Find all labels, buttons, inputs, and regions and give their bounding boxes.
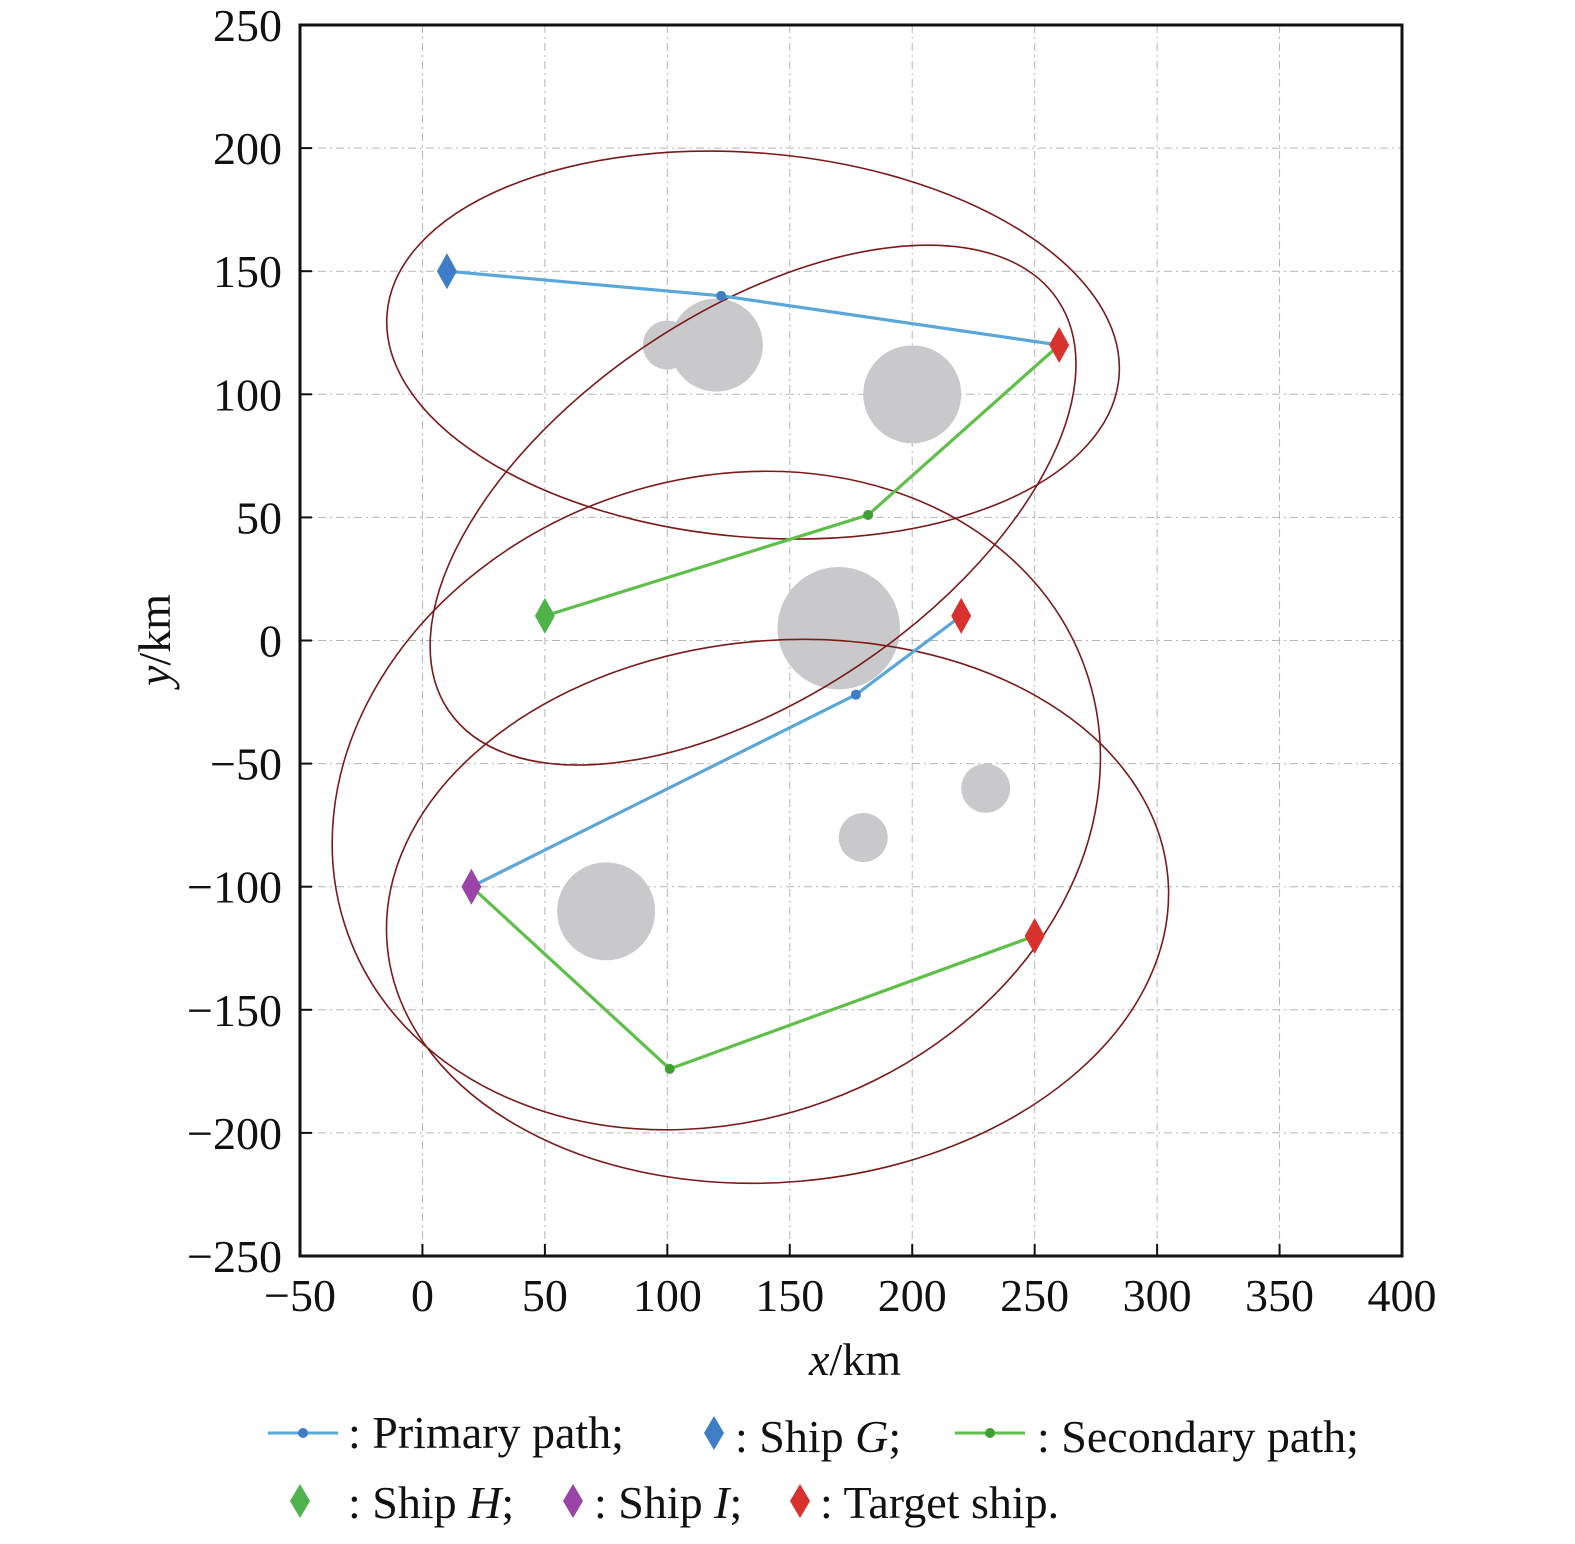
paths [441, 266, 1065, 1074]
ellipses [331, 150, 1170, 1185]
y-tick-label: 100 [213, 369, 282, 420]
x-tick-label: 100 [633, 1270, 702, 1321]
legend-ship-h-marker [290, 1484, 310, 1518]
y-tick-label: 250 [213, 0, 282, 51]
obstacle-4 [961, 763, 1011, 813]
x-tick-label: 0 [411, 1270, 434, 1321]
y-tick-label: 200 [213, 123, 282, 174]
legend-ship-h-label: : Ship H; [348, 1477, 514, 1528]
x-tick-label: 150 [755, 1270, 824, 1321]
coverage-ellipse-0 [385, 150, 1121, 540]
x-tick-label: 300 [1123, 1270, 1192, 1321]
x-tick-label: 200 [878, 1270, 947, 1321]
secondary-path-point-3-1 [664, 1063, 675, 1074]
obstacles [557, 298, 1011, 961]
legend-ship-g-marker [704, 1416, 724, 1450]
y-tick-label: −250 [187, 1231, 282, 1282]
x-axis-label: x/km [808, 1334, 901, 1385]
y-tick-label: −100 [187, 862, 282, 913]
ship-target-marker-3 [1049, 327, 1070, 364]
primary-path-point-1-1 [850, 689, 861, 700]
obstacle-2 [863, 345, 962, 444]
ship-I-marker-2 [461, 868, 482, 905]
legend: : Primary path; : Ship G; : Secondary pa… [268, 1407, 1359, 1528]
ticks: −50 0 50 100 150 200 250 300 350 400 −250 −200 −150 −… [187, 0, 1436, 1321]
obstacle-3 [777, 566, 900, 690]
coverage-ellipse-3 [385, 638, 1170, 1185]
secondary-path-2 [544, 343, 1061, 618]
legend-secondary-label: : Secondary path; [1037, 1411, 1359, 1462]
ship-G-marker-0 [436, 253, 457, 290]
primary-path-point-0-1 [716, 290, 727, 301]
x-tick-label: 400 [1368, 1270, 1437, 1321]
legend-target-marker [790, 1484, 810, 1518]
legend-primary-dot [298, 1428, 308, 1438]
x-tick-label: −50 [264, 1270, 336, 1321]
y-tick-label: −150 [187, 985, 282, 1036]
y-tick-label: 50 [236, 492, 282, 543]
x-tick-label: 250 [1000, 1270, 1069, 1321]
y-tick-label: 0 [259, 616, 282, 667]
legend-ship-i-marker [563, 1484, 583, 1518]
y-axis-label: y/km [129, 594, 180, 690]
legend-secondary-dot [985, 1428, 995, 1438]
y-tick-label: −50 [210, 739, 282, 790]
obstacle-6 [557, 862, 656, 961]
legend-ship-g-label: : Ship G; [735, 1411, 901, 1462]
legend-primary-label: : Primary path; [348, 1407, 624, 1458]
grid [300, 25, 1402, 1256]
secondary-path-point-2-1 [863, 509, 874, 520]
ship-target-marker-5 [1024, 917, 1045, 954]
obstacle-1 [669, 298, 763, 392]
legend-ship-i-label: : Ship I; [594, 1477, 742, 1528]
ship-target-marker-4 [951, 597, 972, 634]
secondary-path-3 [470, 885, 1036, 1071]
x-tick-label: 350 [1245, 1270, 1314, 1321]
ships [436, 253, 1070, 954]
obstacle-5 [838, 812, 888, 862]
x-tick-label: 50 [522, 1270, 568, 1321]
y-tick-label: 150 [213, 246, 282, 297]
ship-H-marker-1 [534, 597, 555, 634]
legend-target-label: : Target ship. [820, 1477, 1059, 1528]
y-tick-label: −200 [187, 1108, 282, 1159]
coverage-ellipse-1 [429, 244, 1077, 766]
coverage-ellipse-2 [331, 470, 1102, 1131]
